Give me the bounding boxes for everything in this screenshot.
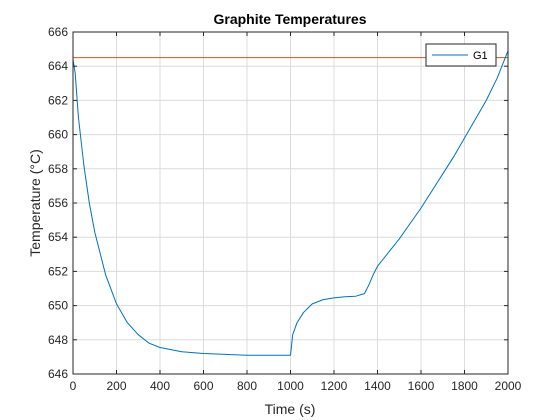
chart-title: Graphite Temperatures (213, 11, 366, 27)
y-tick-label: 654 (48, 230, 68, 244)
ticks: 0 200 400 600 800 1000 1200 1400 1600 1800 2000 646… (48, 25, 522, 393)
y-tick-label: 656 (48, 196, 68, 210)
y-axis-label: Temperature (°C) (27, 149, 43, 257)
y-tick-label: 646 (48, 367, 68, 381)
x-tick-label: 1000 (277, 379, 304, 393)
y-tick-label: 662 (48, 93, 68, 107)
x-tick-label: 1400 (364, 379, 391, 393)
y-tick-label: 666 (48, 25, 68, 39)
legend-label: G1 (473, 50, 488, 62)
x-tick-label: 400 (150, 379, 170, 393)
y-tick-label: 658 (48, 162, 68, 176)
y-tick-label: 648 (48, 333, 68, 347)
x-tick-label: 200 (106, 379, 126, 393)
x-tick-label: 2000 (495, 379, 522, 393)
x-tick-label: 1200 (321, 379, 348, 393)
y-tick-label: 664 (48, 59, 68, 73)
series-line-G1 (72, 50, 509, 356)
x-tick-label: 1800 (451, 379, 478, 393)
x-tick-label: 800 (237, 379, 257, 393)
series-layer (72, 50, 509, 356)
legend: G1 (425, 43, 497, 67)
y-tick-label: 660 (48, 128, 68, 142)
y-tick-label: 650 (48, 299, 68, 313)
y-tick-label: 652 (48, 264, 68, 278)
x-tick-label: 600 (193, 379, 213, 393)
x-tick-label: 1600 (408, 379, 435, 393)
x-tick-label: 0 (70, 379, 77, 393)
x-axis-label: Time (s) (265, 401, 316, 417)
